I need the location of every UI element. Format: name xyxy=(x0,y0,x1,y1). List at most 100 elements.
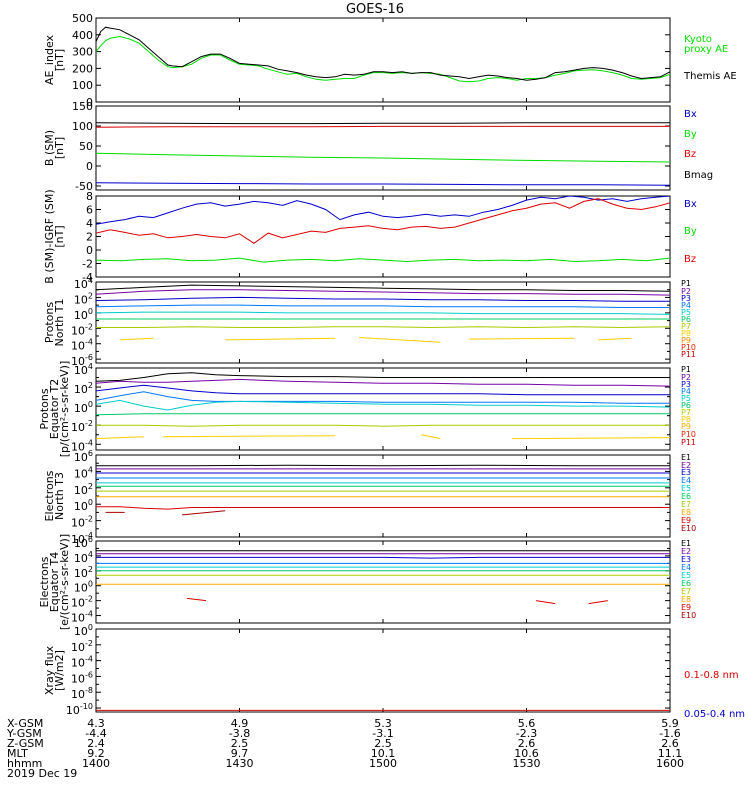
x-axis-value: 9.7 xyxy=(231,747,249,760)
x-axis-value: 1500 xyxy=(369,757,397,770)
legend-label: P10 xyxy=(681,430,696,439)
series-segment xyxy=(162,435,336,438)
legend-label: E7 xyxy=(681,500,691,509)
series-line xyxy=(96,26,670,81)
series-p5 xyxy=(96,399,670,411)
series-line xyxy=(96,296,670,302)
legend-label: P5 xyxy=(681,394,691,403)
x-axis-value: 5.9 xyxy=(661,717,679,730)
series-e9 xyxy=(96,506,670,510)
y-axis-label: Protons xyxy=(38,388,51,429)
series-line xyxy=(96,304,670,308)
series-e10 xyxy=(105,510,226,516)
legend-label: E7 xyxy=(681,587,691,596)
series-line xyxy=(96,399,670,411)
legend-label: Bx xyxy=(684,109,697,120)
x-axis-value: 11.1 xyxy=(658,747,683,760)
x-axis-value: 1530 xyxy=(513,757,541,770)
x-axis-value: 1400 xyxy=(82,757,110,770)
y-tick-label: 4 xyxy=(86,217,93,230)
x-axis-value: -3.8 xyxy=(229,727,250,740)
plot-title: GOES-16 xyxy=(346,2,404,17)
series-line xyxy=(96,391,670,404)
series-p6 xyxy=(96,413,670,416)
series-p1 xyxy=(96,372,670,382)
y-tick-label: 104 xyxy=(74,550,93,565)
series-p7 xyxy=(96,326,670,329)
legend-label: E5 xyxy=(681,571,691,580)
y-axis-label: [nT] xyxy=(53,225,66,247)
series-kyoto-proxy-ae xyxy=(96,35,670,83)
x-axis-row-label: Y-GSM xyxy=(6,727,42,740)
series-bx xyxy=(96,196,670,225)
series-p4 xyxy=(96,304,670,308)
y-tick-label: 102 xyxy=(74,291,93,306)
x-axis-value: 4.9 xyxy=(231,717,249,730)
series-line xyxy=(96,372,670,382)
series-segment xyxy=(359,337,441,343)
legend-label: E8 xyxy=(681,508,691,517)
series-line xyxy=(96,196,670,225)
y-axis-label: Electrons xyxy=(38,556,51,607)
series-segment xyxy=(469,337,575,340)
y-axis-label: North T3 xyxy=(53,472,66,520)
y-tick-label: 10-4 xyxy=(71,655,93,670)
y-axis-label: Protons xyxy=(43,302,56,343)
y-tick-label: 10-4 xyxy=(71,338,93,353)
legend-label: P6 xyxy=(681,315,691,324)
y-tick-label: 100 xyxy=(72,120,93,133)
y-tick-label: 0 xyxy=(86,160,93,173)
series-segment xyxy=(186,597,207,602)
legend-label: P7 xyxy=(681,408,691,417)
y-tick-label: 8 xyxy=(86,190,93,203)
y-tick-label: 10-4 xyxy=(71,531,93,546)
legend-label: E5 xyxy=(681,484,691,493)
panel-frame xyxy=(95,628,671,713)
legend-label: proxy AE xyxy=(684,44,728,55)
series-p1 xyxy=(96,284,670,292)
y-axis-label: Equator T4 xyxy=(48,552,61,612)
legend-label: P8 xyxy=(681,329,691,338)
legend-label: E4 xyxy=(681,476,691,485)
series-p8 xyxy=(96,434,670,440)
y-tick-label: 106 xyxy=(74,449,93,464)
y-tick-label: 104 xyxy=(74,465,93,480)
series-p7 xyxy=(96,424,670,427)
series-segment xyxy=(536,600,556,605)
y-tick-label: 10-6 xyxy=(71,670,93,685)
legend-label: E6 xyxy=(681,579,691,588)
series-line xyxy=(96,424,670,427)
y-tick-label: 10-6 xyxy=(71,353,93,368)
series-line xyxy=(96,284,670,292)
y-tick-label: 10-2 xyxy=(71,639,93,654)
y-tick-label: 10-2 xyxy=(71,322,93,337)
x-axis-row-label: MLT xyxy=(7,747,28,760)
legend-label: P9 xyxy=(681,422,691,431)
series-segment xyxy=(588,600,608,605)
series-bmag xyxy=(96,122,670,125)
legend-label: E9 xyxy=(681,603,691,612)
series-segment xyxy=(512,437,670,440)
y-axis-label: B (SM) xyxy=(43,130,56,166)
series-bx xyxy=(96,182,670,186)
y-tick-label: 500 xyxy=(72,12,93,25)
x-axis-value: 2.6 xyxy=(518,737,536,750)
legend-label: E1 xyxy=(681,453,691,462)
series-line xyxy=(96,289,670,296)
panel-bsm: -50 0 50 100 150 B (SM)[nT] Bx By Bz Bmag xyxy=(43,100,713,193)
y-tick-label: 200 xyxy=(72,62,93,75)
series-bz xyxy=(96,198,670,244)
y-tick-label: 100 xyxy=(74,623,93,638)
x-axis-value: 1430 xyxy=(226,757,254,770)
series-p3 xyxy=(96,384,670,396)
y-tick-label: 100 xyxy=(74,498,93,513)
x-axis-value: -2.3 xyxy=(516,727,537,740)
y-tick-label: 100 xyxy=(74,580,93,595)
x-axis-value: 2.5 xyxy=(231,737,249,750)
series-p4 xyxy=(96,391,670,404)
series-segment xyxy=(119,337,154,341)
legend-label: P2 xyxy=(681,287,691,296)
